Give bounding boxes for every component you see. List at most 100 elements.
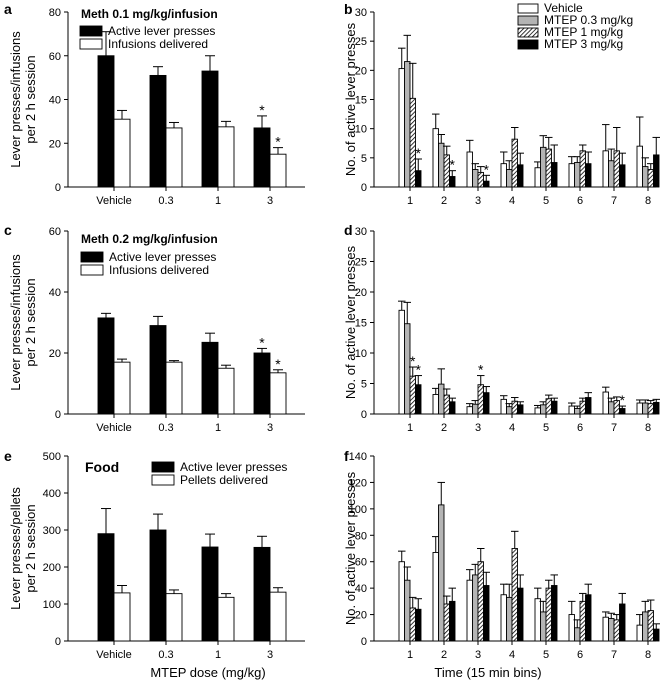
- y-axis-label: Lever presses/infusions: [8, 254, 23, 391]
- bar: [642, 402, 649, 415]
- bar: [653, 154, 660, 188]
- bar: [165, 593, 183, 642]
- bar: [472, 574, 479, 642]
- bar: [438, 142, 445, 188]
- panel-e: e 0 100 200 300 400 500 Lever presses/pellets pe…: [4, 448, 305, 661]
- bar: [647, 610, 654, 642]
- legend-label: Active lever presses: [180, 460, 287, 474]
- bar: [483, 585, 490, 642]
- x-tick-label: 1: [215, 649, 221, 661]
- bar: [217, 367, 235, 415]
- x-axis-title-right: Time (15 min bins): [434, 665, 541, 680]
- y-tick-label: 25: [355, 36, 367, 48]
- bar: [253, 352, 271, 415]
- panel-a: a 0 20 40 60 80 Lever presses/infusions per 2 h…: [4, 1, 305, 207]
- bar: [545, 148, 552, 188]
- bar: [602, 391, 609, 415]
- significance-star: *: [416, 362, 422, 378]
- legend-swatch: [517, 39, 539, 50]
- bar: [449, 176, 456, 188]
- bar: [201, 546, 219, 642]
- x-tick-label: 3: [267, 422, 273, 434]
- bar: [409, 607, 416, 642]
- y-tick-label: 0: [55, 636, 61, 648]
- bar: [466, 406, 473, 415]
- x-tick-label: Vehicle: [96, 422, 131, 434]
- bar: [97, 317, 115, 415]
- significance-star: *: [275, 134, 281, 150]
- bar: [534, 407, 541, 415]
- y-tick-label: 400: [43, 488, 61, 500]
- x-tick-label: 7: [611, 422, 617, 434]
- bar: [113, 118, 131, 188]
- y-axis-label: No. of active lever presses: [343, 471, 358, 625]
- significance-star: *: [410, 353, 416, 369]
- y-tick-label: 20: [49, 138, 61, 150]
- x-tick-label: 3: [267, 195, 273, 207]
- x-tick-label: 2: [441, 649, 447, 661]
- bar: [472, 169, 479, 188]
- legend-label: MTEP 3 mg/kg: [544, 37, 623, 51]
- bar: [113, 592, 131, 642]
- x-tick-label: 2: [441, 195, 447, 207]
- x-tick-label: 3: [475, 649, 481, 661]
- bar: [517, 404, 524, 415]
- y-tick-label: 80: [49, 7, 61, 19]
- x-tick-label: 0.3: [158, 195, 173, 207]
- x-tick-label: 7: [611, 649, 617, 661]
- bar: [432, 128, 439, 188]
- x-tick-label: 8: [645, 195, 651, 207]
- y-axis-label: Lever presses/pellets: [8, 487, 23, 610]
- bar: [608, 160, 615, 188]
- bar: [585, 163, 592, 188]
- legend-swatch: [151, 461, 175, 473]
- x-tick-label: 1: [215, 195, 221, 207]
- significance-star: *: [259, 334, 265, 350]
- y-tick-label: 10: [355, 124, 367, 136]
- bar: [636, 145, 643, 188]
- bar: [404, 579, 411, 642]
- bar: [653, 628, 660, 642]
- x-axis-title-left: MTEP dose (mg/kg): [150, 665, 265, 680]
- bar: [511, 138, 518, 188]
- legend-label: Infusions delivered: [108, 37, 208, 51]
- bar: [500, 163, 507, 188]
- y-axis-label: per 2 h session: [23, 504, 38, 592]
- bar: [642, 611, 649, 642]
- x-tick-label: 6: [577, 195, 583, 207]
- bar: [579, 400, 586, 415]
- significance-star: *: [478, 362, 484, 378]
- x-tick-label: 3: [475, 195, 481, 207]
- legend-label: Active lever presses: [109, 250, 216, 264]
- y-tick-label: 20: [355, 610, 367, 622]
- panel-letter-a: a: [4, 1, 12, 17]
- legend-label: MTEP 0.3 mg/kg: [544, 13, 633, 27]
- bar: [534, 598, 541, 642]
- x-tick-label: 5: [543, 649, 549, 661]
- legend-swatch: [79, 38, 103, 50]
- bar: [398, 561, 405, 642]
- bar: [415, 170, 422, 188]
- panel-letter-d: d: [344, 222, 353, 238]
- significance-star: *: [450, 157, 456, 173]
- bar: [568, 614, 575, 642]
- bar: [608, 618, 615, 642]
- panel-letter-f: f: [344, 448, 349, 464]
- y-tick-label: 60: [49, 226, 61, 238]
- y-tick-label: 100: [349, 504, 367, 516]
- bar: [608, 401, 615, 415]
- legend-label: Infusions delivered: [109, 263, 209, 277]
- bar: [647, 403, 654, 415]
- bar: [217, 596, 235, 642]
- bar: [449, 600, 456, 642]
- bar: [511, 400, 518, 415]
- bar: [466, 151, 473, 188]
- bar: [636, 402, 643, 415]
- panel-letter-c: c: [4, 222, 12, 238]
- y-axis-label: per 2 h session: [23, 278, 38, 366]
- bar: [602, 616, 609, 642]
- bar: [477, 384, 484, 415]
- x-tick-label: 8: [645, 422, 651, 434]
